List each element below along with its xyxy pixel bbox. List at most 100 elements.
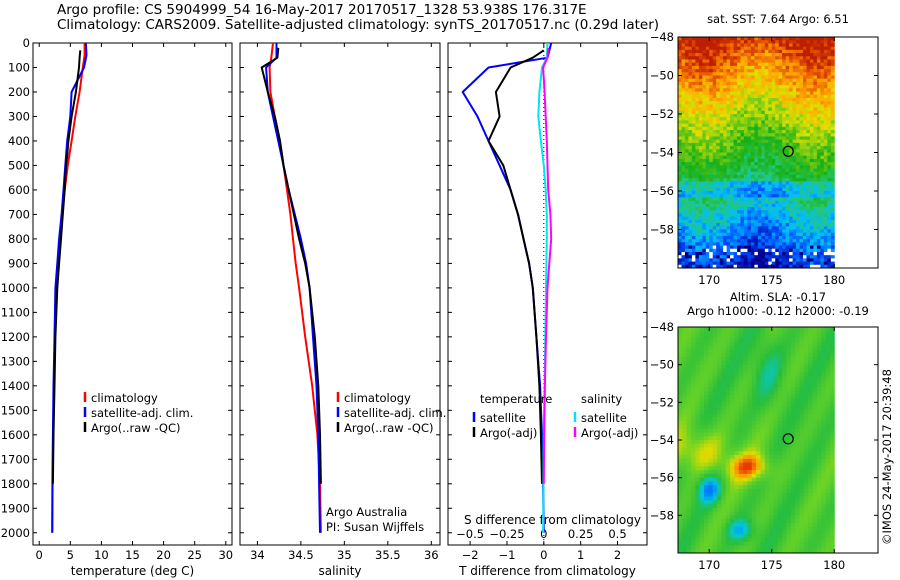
heatmap-cell xyxy=(803,69,807,73)
heatmap-cell xyxy=(751,372,757,377)
heatmap-cell xyxy=(719,56,724,60)
heatmap-cell xyxy=(792,59,797,64)
heatmap-cell xyxy=(705,155,710,160)
heatmap-cell xyxy=(756,360,761,366)
heatmap-cell xyxy=(816,171,821,176)
heatmap-cell xyxy=(786,383,792,388)
heatmap-cell xyxy=(743,357,748,362)
heatmap-cell xyxy=(821,451,827,456)
heatmap-cell xyxy=(756,375,761,381)
heatmap-cell xyxy=(725,447,731,452)
heatmap-cell xyxy=(761,165,766,170)
heatmap-cell xyxy=(799,368,805,373)
heatmap-cell xyxy=(790,421,796,426)
heatmap-cell xyxy=(726,149,731,153)
heatmap-cell xyxy=(803,133,807,137)
heatmap-cell xyxy=(778,178,783,182)
heatmap-cell xyxy=(790,342,796,347)
heatmap-cell xyxy=(705,46,710,51)
heatmap-cell xyxy=(733,197,738,202)
heatmap-cell xyxy=(699,477,705,482)
heatmap-cell xyxy=(726,242,731,247)
heatmap-cell xyxy=(704,338,709,343)
heatmap-cell xyxy=(823,120,828,125)
heatmap-cell xyxy=(830,91,835,96)
heatmap-cell xyxy=(719,62,724,67)
heatmap-cell xyxy=(698,162,703,166)
heatmap-cell xyxy=(678,184,682,189)
heatmap-cell xyxy=(704,368,709,373)
heatmap-cell xyxy=(705,229,710,234)
heatmap-cell xyxy=(820,85,825,89)
heatmap-cell xyxy=(721,364,727,369)
heatmap-cell xyxy=(813,107,818,112)
heatmap-cell xyxy=(719,37,724,41)
heatmap-cell xyxy=(799,235,804,240)
heatmap-cell xyxy=(820,168,825,173)
heatmap-cell xyxy=(803,368,809,373)
heatmap-cell xyxy=(757,120,762,125)
heatmap-cell xyxy=(709,75,714,80)
heatmap-cell xyxy=(734,349,740,354)
heatmap-cell xyxy=(743,123,748,128)
heatmap-cell xyxy=(747,462,753,467)
heatmap-cell xyxy=(782,210,787,214)
heatmap-cell xyxy=(768,200,773,205)
heatmap-cell xyxy=(686,387,692,392)
heatmap-cell xyxy=(719,181,724,186)
heatmap-cell xyxy=(695,470,701,475)
heatmap-cell xyxy=(716,65,721,70)
heatmap-cell xyxy=(792,226,797,230)
heatmap-cell xyxy=(757,152,762,157)
heatmap-cell xyxy=(757,216,762,221)
heatmap-cell xyxy=(823,81,828,86)
heatmap-cell xyxy=(688,101,693,105)
heatmap-cell xyxy=(699,391,705,396)
heatmap-cell xyxy=(681,91,686,96)
heatmap-cell xyxy=(756,455,761,460)
heatmap-cell xyxy=(799,251,804,256)
heatmap-cell xyxy=(823,245,828,250)
heatmap-cell xyxy=(823,255,828,259)
heatmap-cell xyxy=(775,210,780,214)
heatmap-cell xyxy=(825,387,831,392)
heatmap-cell xyxy=(816,101,821,105)
heatmap-cell xyxy=(691,458,696,464)
heatmap-cell xyxy=(740,178,745,182)
heatmap-cell xyxy=(738,432,744,437)
heatmap-cell xyxy=(716,194,721,198)
heatmap-cell xyxy=(809,178,814,182)
heatmap-cell xyxy=(792,65,797,70)
heatmap-cell xyxy=(761,126,766,131)
heatmap-cell xyxy=(737,184,741,189)
heatmap-cell xyxy=(747,97,752,102)
heatmap-cell xyxy=(773,473,779,479)
heatmap-cell xyxy=(725,342,731,347)
heatmap-cell xyxy=(823,216,828,221)
heatmap-cell xyxy=(816,194,821,198)
heatmap-cell xyxy=(712,239,717,243)
heatmap-cell xyxy=(785,248,790,253)
heatmap-cell xyxy=(712,360,718,366)
heatmap-cell xyxy=(688,165,693,170)
heatmap-cell xyxy=(686,440,692,445)
heatmap-cell xyxy=(775,78,780,83)
heatmap-cell xyxy=(816,37,821,41)
heatmap-cell xyxy=(792,40,797,44)
heatmap-cell xyxy=(795,391,801,396)
heatmap-cell xyxy=(816,165,821,170)
heatmap-cell xyxy=(704,436,709,441)
heatmap-cell xyxy=(757,107,762,112)
heatmap-cell xyxy=(764,168,769,173)
heatmap-cell xyxy=(764,436,770,441)
heatmap-cell xyxy=(695,194,700,198)
heatmap-cell xyxy=(803,432,809,437)
heatmap-cell xyxy=(743,133,748,137)
heatmap-cell xyxy=(795,349,801,354)
heatmap-cell xyxy=(809,207,814,211)
heatmap-cell xyxy=(712,261,717,266)
heatmap-cell xyxy=(734,432,740,437)
heatmap-cell xyxy=(740,59,745,64)
y-tick-label: 1800 xyxy=(1,477,30,491)
heatmap-cell xyxy=(777,432,783,437)
